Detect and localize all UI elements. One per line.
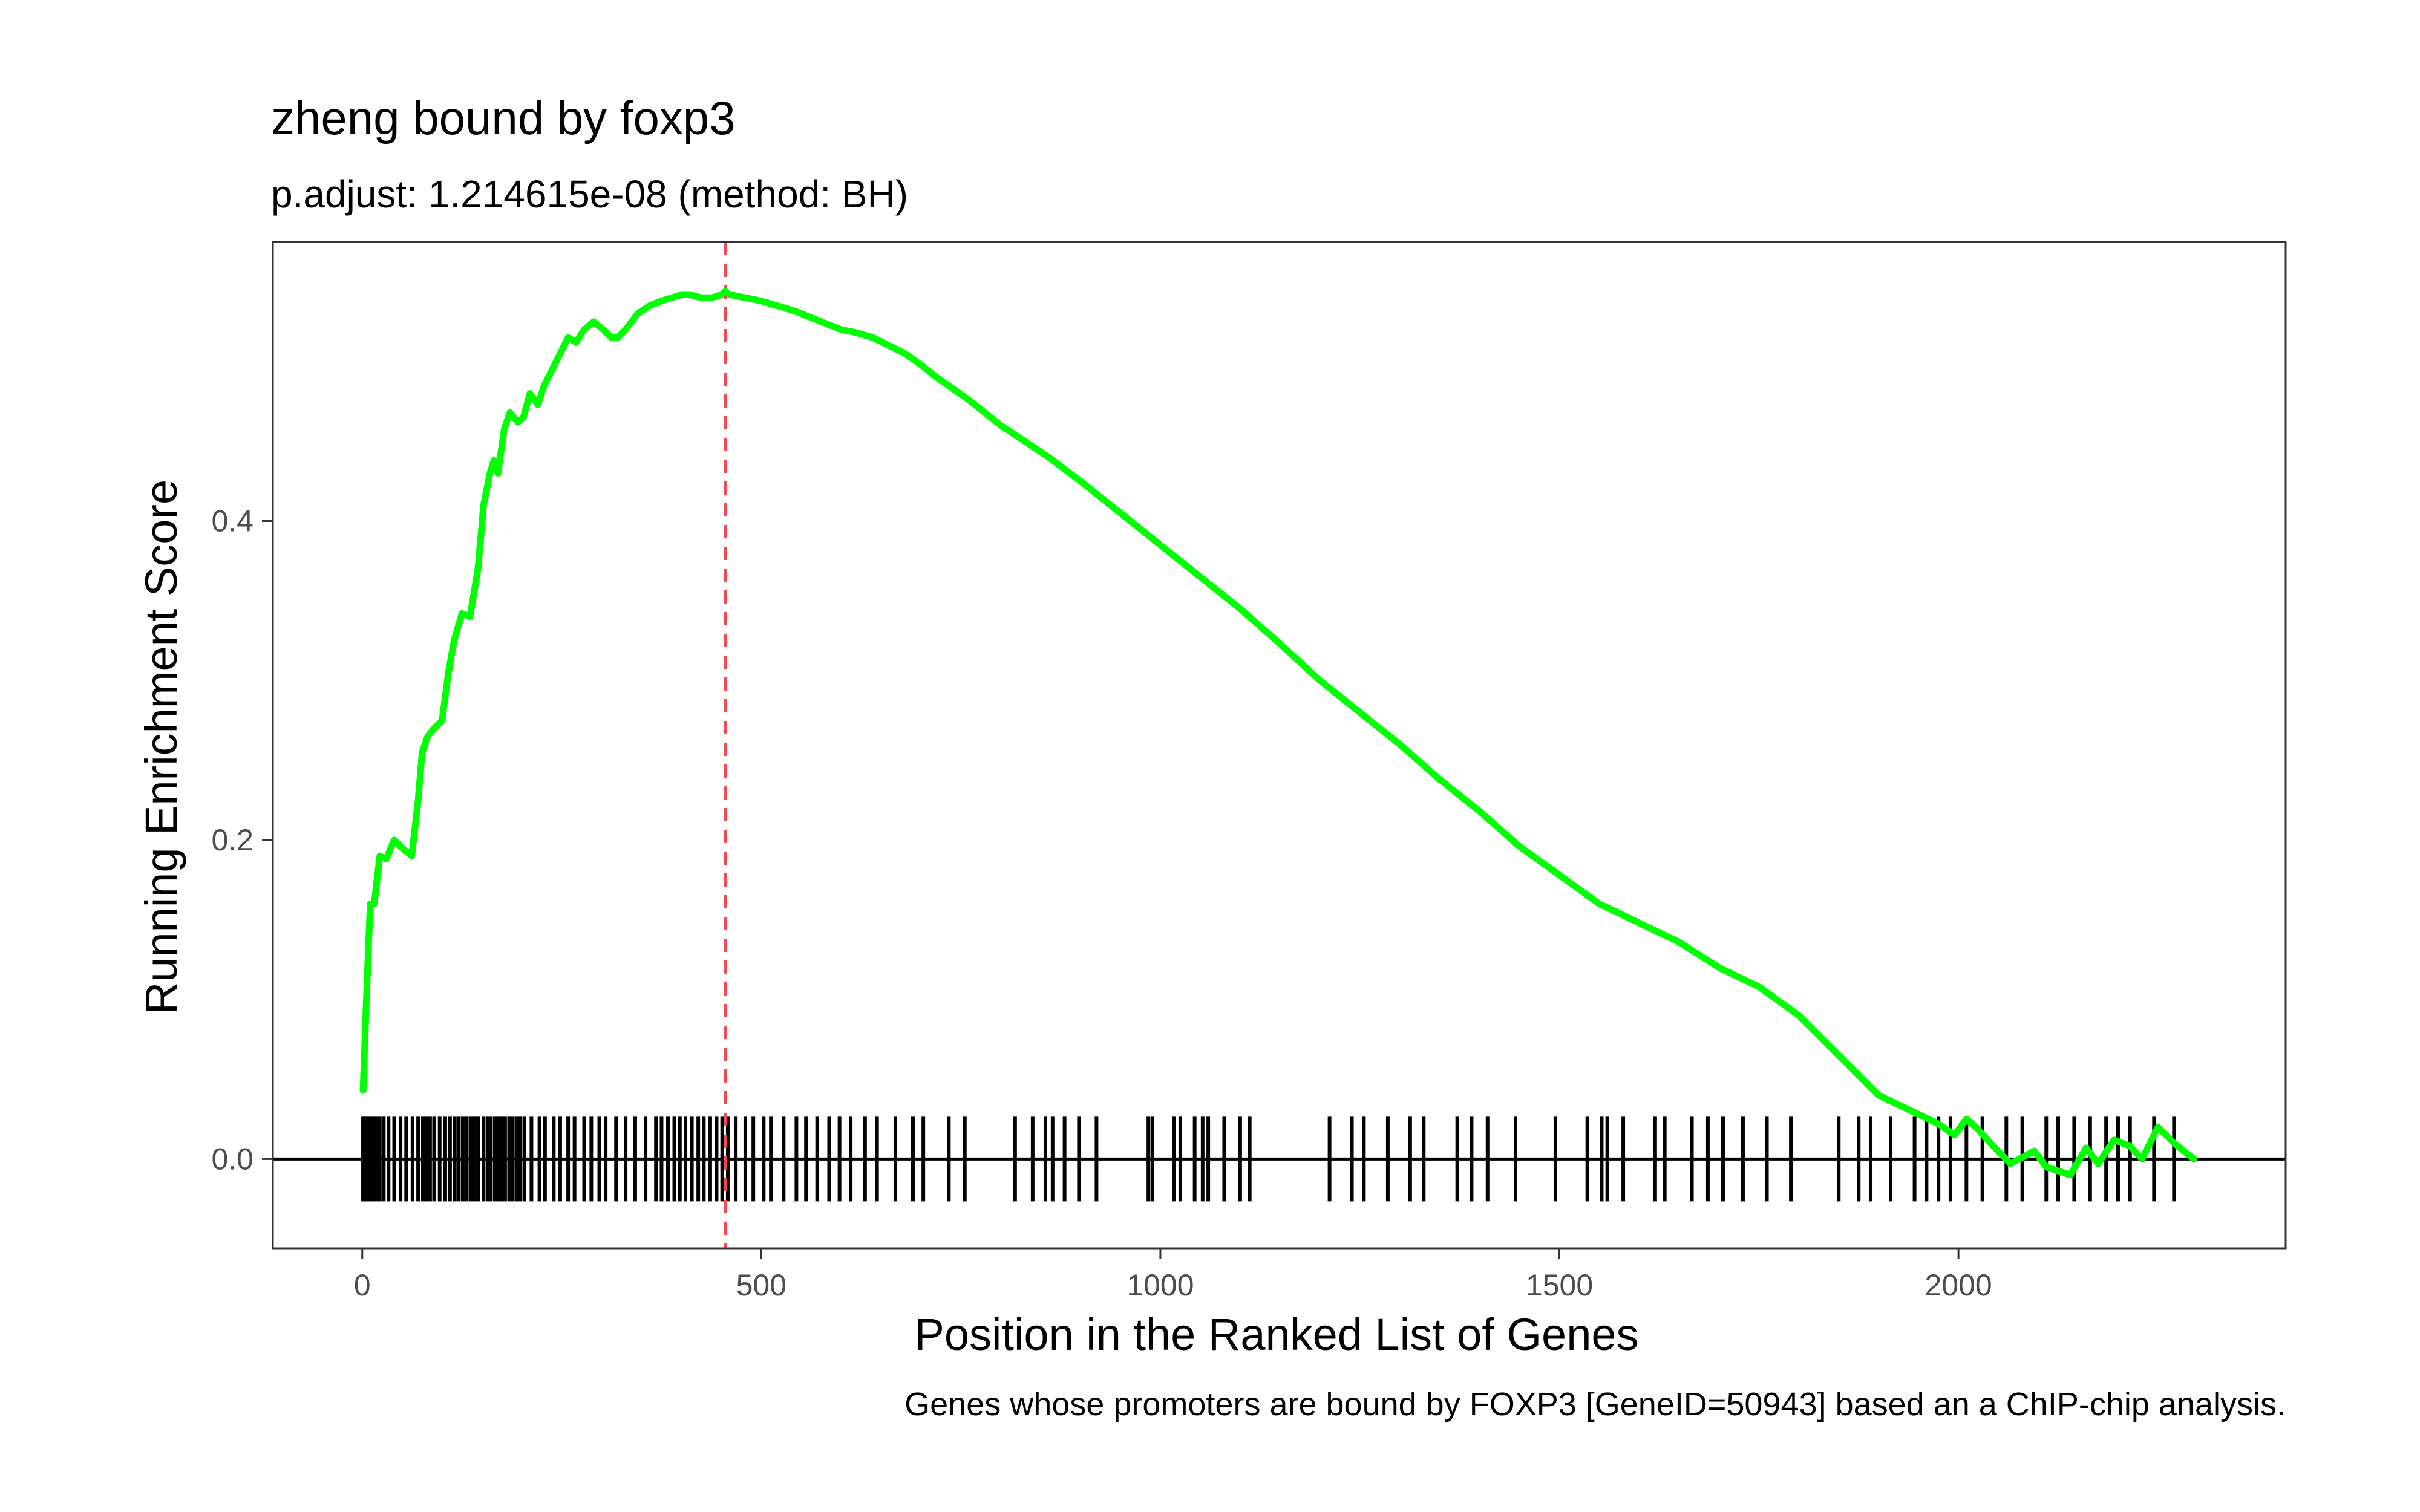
x-tick-label: 2000 bbox=[1925, 1268, 1992, 1302]
chart-title: zheng bound by foxp3 bbox=[271, 91, 736, 145]
y-tick-label: 0.4 bbox=[211, 504, 253, 538]
x-axis-title: Position in the Ranked List of Genes bbox=[914, 1309, 1638, 1360]
y-tick-label: 0.0 bbox=[211, 1142, 253, 1176]
chart-subtitle: p.adjust: 1.214615e-08 (method: BH) bbox=[271, 172, 908, 216]
y-tick-label: 0.2 bbox=[211, 823, 253, 857]
plot-area bbox=[273, 242, 2286, 1248]
axes: 0 500 1000 1500 2000 0.0 0.2 0.4 bbox=[211, 241, 2287, 1302]
x-tick-label: 0 bbox=[354, 1268, 371, 1302]
x-tick-label: 1000 bbox=[1127, 1268, 1194, 1302]
x-tick-label: 1500 bbox=[1526, 1268, 1593, 1302]
plot-border bbox=[272, 241, 2287, 1250]
chart-caption: Genes whose promoters are bound by FOXP3… bbox=[904, 1386, 2286, 1422]
x-tick-label: 500 bbox=[736, 1268, 786, 1302]
enrichment-score-line bbox=[359, 288, 2197, 1179]
y-axis-title: Running Enrichment Score bbox=[136, 480, 186, 1014]
